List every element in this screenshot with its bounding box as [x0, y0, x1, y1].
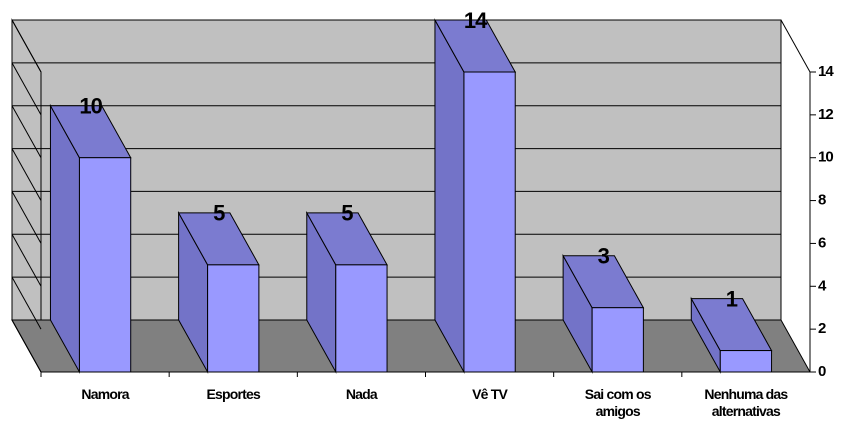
- x-tick-label: Sai com os amigos: [584, 386, 652, 419]
- bar-side: [434, 18, 465, 374]
- grid-line: [11, 276, 42, 330]
- y-tick-label: 2: [818, 320, 826, 337]
- y-tick-label: 12: [818, 106, 833, 123]
- bar: [207, 264, 260, 373]
- data-label: 3: [598, 244, 610, 269]
- side-wall: [11, 18, 42, 374]
- floor: [11, 319, 811, 373]
- grid-line: [11, 62, 42, 116]
- x-tick-label: Nada: [345, 386, 378, 402]
- y-tick-label: 6: [818, 234, 826, 251]
- data-label: 1: [726, 286, 738, 311]
- y-tick-label: 4: [818, 277, 827, 294]
- grid-line: [11, 319, 42, 373]
- bar: [335, 264, 388, 373]
- x-tick-label: Esportes: [206, 386, 260, 402]
- grid-line: [11, 191, 42, 244]
- y-axis-depth: [780, 19, 811, 73]
- y-tick-label: 10: [818, 149, 833, 166]
- grid-line: [11, 19, 42, 73]
- grid-line: [11, 148, 42, 201]
- x-tick-label: Nenhuma das alternativas: [704, 386, 788, 419]
- bar: [78, 157, 132, 373]
- y-tick-label: 0: [818, 363, 826, 380]
- data-label: 5: [341, 201, 353, 226]
- data-label: 5: [213, 201, 225, 226]
- data-label: 14: [464, 8, 488, 33]
- data-label: 10: [79, 94, 102, 119]
- bar: [719, 350, 773, 373]
- y-tick-label: 8: [818, 192, 826, 209]
- grid-line: [11, 234, 42, 287]
- y-tick-label: 14: [818, 63, 834, 80]
- bar: [591, 307, 644, 373]
- x-tick-label: Namora: [81, 386, 129, 402]
- grid-line: [11, 105, 42, 158]
- x-tick-label: Vê TV: [472, 386, 508, 402]
- bar: [463, 71, 516, 373]
